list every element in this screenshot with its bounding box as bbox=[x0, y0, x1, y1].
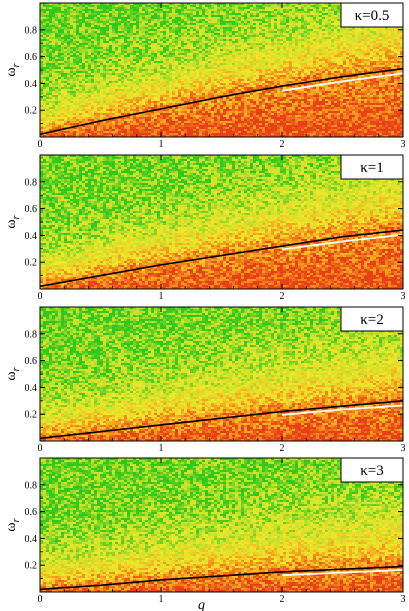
panel-1: 0 1 2 30.20.40.60.8ωrκ=0.5 bbox=[4, 3, 406, 150]
